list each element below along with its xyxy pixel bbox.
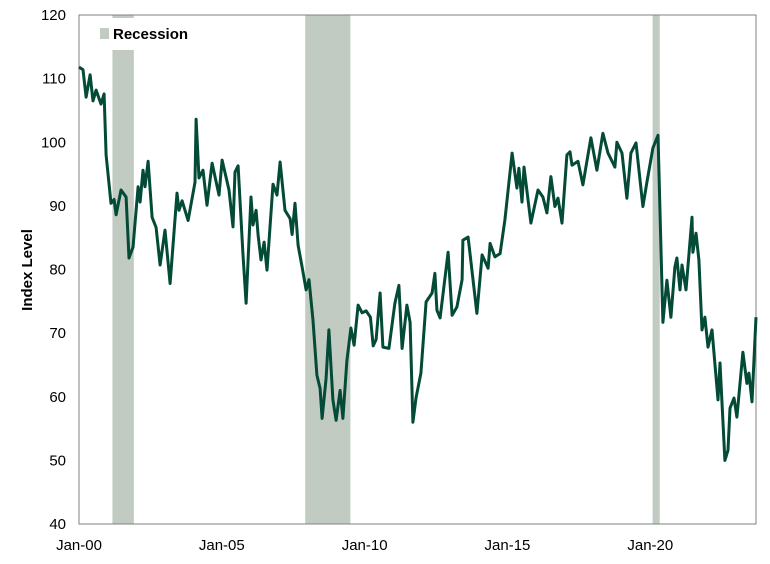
y-tick-label: 110 [42, 71, 66, 88]
x-axis-ticks: Jan-00 Jan-05 Jan-10 Jan-15 Jan-20 [56, 537, 673, 554]
x-tick-label: Jan-10 [342, 537, 388, 554]
y-tick-label: 100 [41, 134, 66, 151]
y-tick-label: 70 [49, 325, 66, 342]
y-tick-label: 80 [49, 262, 66, 279]
recession-band-0 [112, 15, 134, 524]
recession-band-1 [305, 15, 351, 524]
recession-bands [112, 15, 660, 524]
plot-area-border [78, 14, 757, 525]
series-line-index-level [78, 65, 758, 462]
y-tick-label: 50 [49, 452, 66, 469]
y-axis-label: Index Level [19, 229, 36, 311]
x-tick-label: Jan-00 [56, 537, 102, 554]
legend-swatch-recession [100, 28, 109, 39]
y-tick-label: 60 [49, 389, 66, 406]
y-tick-label: 40 [49, 516, 66, 533]
y-axis-ticks: 40 50 60 70 80 90 100 110 120 [41, 7, 66, 533]
x-tick-label: Jan-05 [199, 537, 245, 554]
y-tick-label: 120 [41, 7, 66, 24]
y-tick-label: 90 [49, 198, 66, 215]
x-tick-label: Jan-20 [627, 537, 673, 554]
x-tick-label: Jan-15 [485, 537, 531, 554]
recession-band-2 [652, 15, 660, 524]
legend-label-recession: Recession [113, 26, 188, 43]
legend: Recession [90, 18, 202, 50]
